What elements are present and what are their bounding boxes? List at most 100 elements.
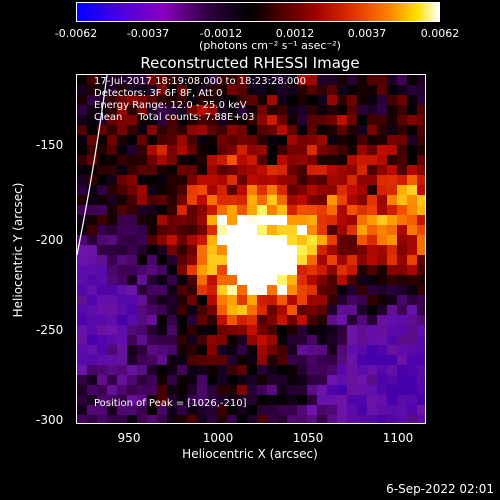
image-pixel [337,305,347,315]
image-pixel [127,335,137,345]
image-pixel [107,105,117,115]
image-pixel [307,135,317,145]
image-pixel [117,345,127,355]
image-pixel [407,325,417,335]
image-pixel [107,395,117,405]
solar-limb-line [77,75,108,256]
image-pixel [137,95,147,105]
image-pixel [327,325,337,335]
image-pixel [347,105,357,115]
image-pixel [367,205,377,215]
image-pixel [257,275,267,285]
image-pixel [97,225,107,235]
image-pixel [187,235,197,245]
image-pixel [127,105,137,115]
image-pixel [397,215,407,225]
image-pixel [177,295,187,305]
image-pixel [227,315,237,325]
image-pixel [317,155,327,165]
image-pixel [127,395,137,405]
image-pixel [207,365,217,375]
image-pixel [237,315,247,325]
image-pixel [247,385,257,395]
image-pixel [137,335,147,345]
image-pixel [127,125,137,135]
image-pixel [267,75,277,85]
image-pixel [347,275,357,285]
image-pixel [127,215,137,225]
image-pixel [87,285,97,295]
image-pixel [87,225,97,235]
image-pixel [257,405,267,415]
image-pixel [117,75,127,85]
image-pixel [157,315,167,325]
image-pixel [167,325,177,335]
image-pixel [307,355,317,365]
image-pixel [277,115,287,125]
image-pixel [257,325,267,335]
image-pixel [327,155,337,165]
image-pixel [247,225,257,235]
image-pixel [257,95,267,105]
image-pixel [107,365,117,375]
image-pixel [207,155,217,165]
image-pixel [327,305,337,315]
image-pixel [377,405,387,415]
image-pixel [317,185,327,195]
image-pixel [377,345,387,355]
image-pixel [347,75,357,85]
image-pixel [277,265,287,275]
image-pixel [387,255,397,265]
image-pixel [367,315,377,325]
image-pixel [207,195,217,205]
image-pixel [207,125,217,135]
image-pixel [387,355,397,365]
image-pixel [127,225,137,235]
image-pixel [97,375,107,385]
image-pixel [77,305,87,315]
image-pixel [387,325,397,335]
image-pixel [77,365,87,375]
image-pixel [127,235,137,245]
image-pixel [357,225,367,235]
image-pixel [157,125,167,135]
image-pixel [407,85,417,95]
image-pixel [177,205,187,215]
image-pixel [257,195,267,205]
image-pixel [77,235,87,245]
image-pixel [237,395,247,405]
image-pixel [227,195,237,205]
image-pixel [307,185,317,195]
image-pixel [187,305,197,315]
image-pixel [317,355,327,365]
image-pixel [397,165,407,175]
image-pixel [177,305,187,315]
image-pixel [417,275,425,285]
image-pixel [327,75,337,85]
image-pixel [337,405,347,415]
image-pixel [337,265,347,275]
image-pixel [97,95,107,105]
image-pixel [207,215,217,225]
image-pixel [77,255,87,265]
image-pixel [377,165,387,175]
image-pixel [187,385,197,395]
image-pixel [267,305,277,315]
image-pixel [327,265,337,275]
image-pixel [407,245,417,255]
image-pixel [97,315,107,325]
timestamp-footer: 6-Sep-2022 02:01 [386,482,494,496]
image-pixel [137,115,147,125]
image-pixel [367,325,377,335]
image-pixel [107,85,117,95]
image-pixel [357,325,367,335]
image-pixel [397,235,407,245]
image-pixel [157,225,167,235]
image-pixel [87,185,97,195]
image-pixel [227,355,237,365]
image-pixel [197,335,207,345]
image-pixel [127,315,137,325]
image-pixel [97,155,107,165]
image-pixel [127,115,137,125]
image-pixel [117,295,127,305]
